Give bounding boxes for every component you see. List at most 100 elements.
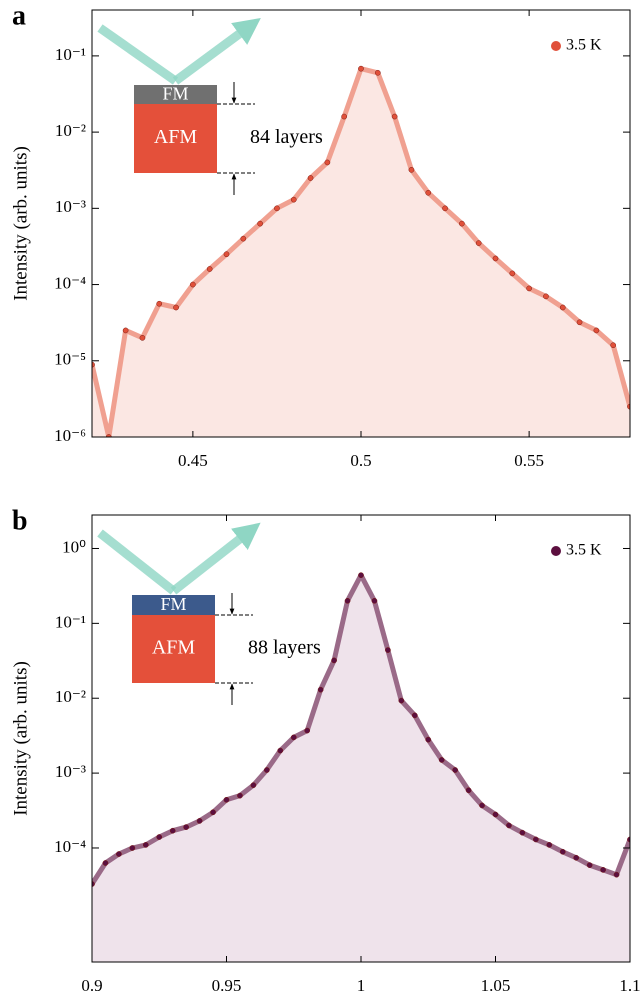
data-point	[586, 862, 593, 868]
x-tick-label: 1.1	[619, 976, 640, 992]
fm-label: FM	[162, 84, 188, 104]
y-tick-label: 10⁻⁴	[54, 837, 86, 856]
data-point	[102, 860, 109, 866]
data-point	[358, 572, 364, 579]
data-point	[250, 782, 257, 789]
panel-label: a	[12, 0, 26, 31]
data-point	[156, 300, 163, 307]
x-tick-label: 0.55	[514, 451, 544, 470]
y-tick-label: 10⁻²	[55, 121, 86, 140]
data-point	[600, 867, 606, 873]
data-point	[506, 822, 512, 829]
data-point	[576, 319, 583, 326]
y-tick-label: 10⁻⁵	[54, 350, 86, 369]
thickness-label: 84 layers	[250, 126, 323, 148]
data-point	[627, 403, 630, 410]
data-point	[411, 712, 418, 719]
data-point	[442, 205, 448, 212]
data-point	[156, 834, 163, 840]
x-tick-label: 1	[357, 976, 366, 992]
afm-label: AFM	[152, 637, 196, 659]
fm-layer	[134, 85, 217, 104]
data-point	[425, 736, 432, 743]
y-tick-label: 10⁻³	[55, 762, 86, 781]
data-point	[317, 686, 324, 693]
x-tick-label: 0.5	[350, 451, 371, 470]
y-axis-label: Intensity (arb. units)	[10, 661, 31, 816]
data-point	[169, 827, 176, 834]
legend-marker	[551, 546, 561, 556]
data-point	[371, 597, 378, 604]
data-point	[613, 871, 620, 878]
data-point	[627, 836, 630, 843]
data-point	[142, 842, 149, 848]
beam-out	[170, 522, 261, 595]
data-point	[290, 196, 297, 203]
thickness-label: 88 layers	[248, 637, 321, 659]
legend-label: 3.5 K	[566, 37, 602, 54]
data-point	[116, 851, 122, 857]
data-point	[210, 809, 216, 816]
data-point	[173, 304, 179, 311]
data-point	[324, 159, 331, 166]
data-point	[139, 334, 146, 341]
data-point	[183, 824, 189, 830]
data-point	[304, 727, 311, 734]
data-point	[307, 175, 314, 181]
data-point	[509, 270, 516, 277]
data-point	[559, 304, 566, 311]
data-point	[543, 293, 549, 300]
data-point	[274, 205, 280, 212]
afm-label: AFM	[154, 126, 198, 148]
data-point	[277, 747, 284, 754]
data-point	[290, 734, 297, 741]
beam-in	[97, 529, 177, 595]
data-point	[223, 251, 230, 258]
y-axis-label: Intensity (arb. units)	[10, 146, 31, 301]
x-tick-label: 0.9	[81, 976, 102, 992]
data-point	[452, 767, 458, 773]
y-tick-label: 10⁻¹	[55, 45, 86, 64]
data-point	[459, 220, 465, 227]
area	[92, 575, 630, 962]
data-point	[374, 69, 381, 76]
x-tick-label: 1.05	[481, 976, 511, 992]
data-point	[190, 281, 196, 288]
data-point	[475, 240, 482, 246]
data-point	[257, 220, 263, 227]
area	[92, 68, 630, 437]
data-point	[492, 255, 499, 262]
data-point	[465, 787, 472, 794]
y-tick-label: 10⁻⁶	[54, 426, 86, 445]
data-point	[358, 65, 364, 72]
y-tick-label: 10⁻³	[55, 197, 86, 216]
data-point	[533, 836, 539, 843]
plot-area	[92, 65, 630, 437]
y-tick-label: 10⁻²	[55, 687, 86, 706]
data-point	[264, 767, 270, 773]
plot-area	[92, 572, 630, 962]
data-point	[526, 285, 532, 292]
data-point	[438, 757, 445, 763]
legend-marker	[551, 41, 561, 51]
y-tick-label: 10⁻¹	[55, 612, 86, 631]
data-point	[237, 792, 243, 799]
data-point	[398, 697, 405, 704]
x-tick-label: 0.45	[178, 451, 208, 470]
panel-label: b	[12, 505, 28, 536]
data-point	[341, 113, 348, 120]
data-point	[223, 796, 230, 803]
afm-layer	[132, 615, 215, 683]
data-point	[344, 597, 351, 604]
data-point	[391, 113, 398, 120]
data-point	[610, 342, 617, 349]
data-point	[425, 189, 432, 196]
data-point	[196, 818, 203, 824]
data-point	[408, 166, 415, 173]
y-tick-label: 10⁰	[62, 537, 86, 556]
data-point	[385, 647, 391, 653]
data-point	[519, 829, 526, 836]
data-point	[129, 845, 136, 851]
data-point	[546, 842, 553, 848]
